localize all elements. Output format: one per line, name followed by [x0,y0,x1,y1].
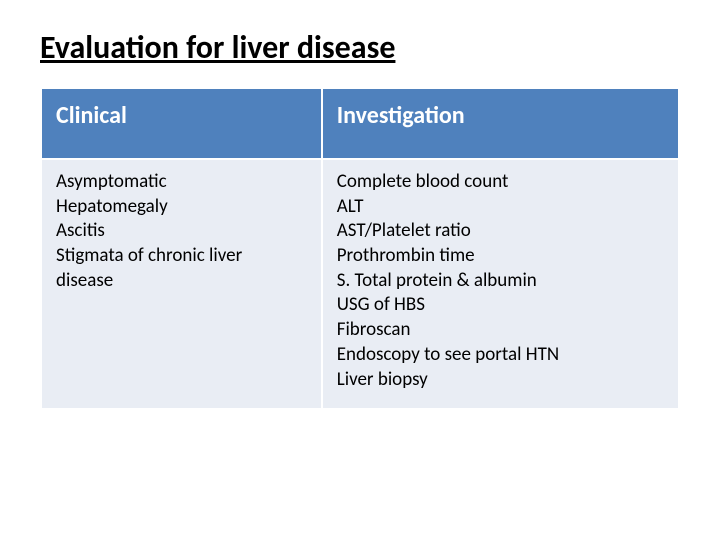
page-title: Evaluation for liver disease [40,28,680,67]
clinical-line: disease [56,269,307,294]
investigation-line: Endoscopy to see portal HTN [337,343,664,368]
investigation-line: Fibroscan [337,318,664,343]
clinical-line: Stigmata of chronic liver [56,244,307,269]
investigation-line: Liver biopsy [337,368,664,393]
investigation-line: ALT [337,195,664,220]
investigation-line: Prothrombin time [337,244,664,269]
cell-clinical: Asymptomatic Hepatomegaly Ascitis Stigma… [41,159,322,409]
header-investigation: Investigation [322,88,679,159]
investigation-line: AST/Platelet ratio [337,219,664,244]
table-header-row: Clinical Investigation [41,88,679,159]
clinical-line: Asymptomatic [56,170,307,195]
clinical-line: Hepatomegaly [56,195,307,220]
investigation-line: Complete blood count [337,170,664,195]
clinical-line: Ascitis [56,219,307,244]
table-row: Asymptomatic Hepatomegaly Ascitis Stigma… [41,159,679,409]
cell-investigation: Complete blood count ALT AST/Platelet ra… [322,159,679,409]
investigation-line: S. Total protein & albumin [337,269,664,294]
investigation-line: USG of HBS [337,293,664,318]
header-clinical: Clinical [41,88,322,159]
evaluation-table: Clinical Investigation Asymptomatic Hepa… [40,87,680,410]
